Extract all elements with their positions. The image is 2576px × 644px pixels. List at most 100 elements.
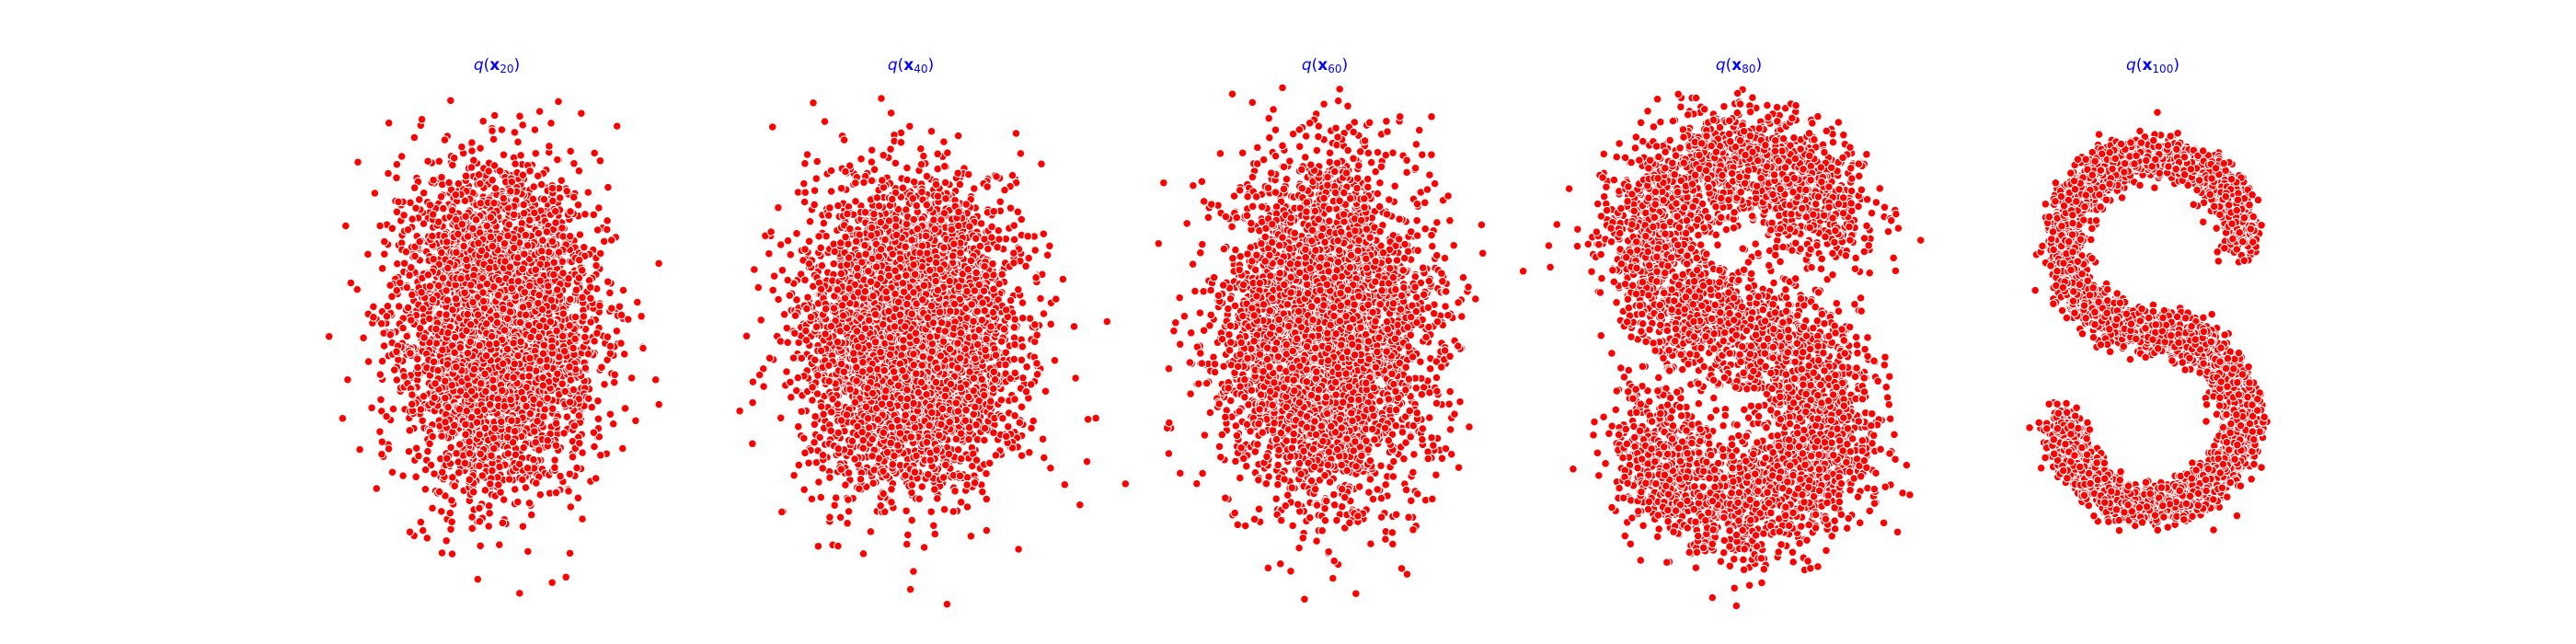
scatter-point — [554, 352, 564, 362]
scatter-point — [548, 270, 558, 280]
scatter-point — [500, 401, 510, 411]
scatter-point — [547, 404, 558, 414]
scatter-point — [565, 548, 575, 558]
scatter-point — [405, 527, 415, 537]
scatter-point — [533, 171, 543, 181]
scatter-point — [463, 232, 473, 241]
scatter-point — [417, 287, 426, 297]
scatter-point — [369, 312, 378, 322]
scatter-point — [504, 220, 514, 229]
scatter-point — [538, 349, 548, 359]
scatter-point — [441, 417, 450, 427]
scatter-point — [496, 417, 506, 427]
scatter-point — [581, 210, 590, 219]
scatter-point — [450, 481, 460, 491]
scatter-point — [392, 375, 402, 385]
scatter-point — [612, 326, 622, 336]
scatter-point — [377, 356, 387, 366]
scatter-point — [436, 507, 446, 516]
scatter-point — [423, 446, 432, 456]
scatter-point — [438, 273, 448, 283]
scatter-point — [379, 249, 389, 259]
scatter-point — [478, 296, 489, 306]
scatter-point — [489, 198, 499, 208]
scatter-point — [583, 188, 593, 197]
scatter-point — [394, 302, 404, 311]
scatter-point — [619, 350, 629, 359]
scatter-point — [558, 269, 568, 278]
scatter-point — [550, 455, 559, 465]
scatter-point — [415, 323, 425, 333]
scatter-point — [940, 178, 950, 188]
scatter-point — [441, 393, 450, 403]
scatter-point — [576, 109, 586, 119]
scatter-point — [444, 178, 454, 188]
scatter-point — [1022, 362, 1031, 372]
scatter-point — [617, 443, 627, 454]
scatter-point — [468, 487, 478, 497]
scatter-point — [420, 333, 429, 342]
scatter-point — [446, 443, 455, 453]
scatter-point — [446, 524, 455, 535]
scatter-point — [608, 419, 618, 429]
scatter-point — [506, 395, 515, 405]
scatter-point — [599, 236, 609, 247]
scatter-point — [437, 548, 447, 558]
scatter-point — [593, 396, 603, 406]
scatter-point — [1017, 451, 1027, 461]
scatter-point — [549, 258, 559, 268]
scatter-point — [546, 295, 557, 305]
scatter-point — [602, 224, 612, 235]
scatter-point — [412, 354, 422, 364]
scatter-point — [490, 423, 500, 433]
scatter-point — [406, 349, 415, 358]
scatter-point — [558, 379, 568, 389]
scatter-point — [465, 449, 475, 458]
scatter-point — [408, 390, 417, 399]
scatter-point — [502, 344, 512, 354]
scatter-point — [388, 404, 398, 414]
scatter-point — [488, 241, 498, 251]
scatter-point — [494, 540, 504, 549]
scatter-point — [495, 462, 504, 472]
scatter-point — [408, 290, 417, 300]
scatter-point — [423, 156, 432, 167]
scatter-point — [811, 411, 821, 421]
scatter-point — [609, 377, 619, 387]
scatter-point — [569, 192, 579, 202]
scatter-point — [409, 132, 420, 143]
scatter-point — [551, 218, 560, 227]
scatter-point — [590, 442, 599, 452]
scatter-point — [1039, 309, 1049, 318]
scatter-point — [509, 339, 518, 348]
scatter-point — [528, 194, 538, 204]
scatter-point — [484, 522, 494, 531]
scatter-point — [522, 401, 531, 411]
scatter-point — [406, 316, 416, 325]
scatter-point — [539, 412, 548, 421]
scatter-point — [544, 247, 554, 257]
scatter-point — [489, 161, 500, 170]
scatter-point — [425, 282, 435, 291]
scatter-point — [843, 518, 852, 528]
scatter-point — [488, 175, 498, 185]
scatter-point — [387, 467, 397, 477]
scatter-point — [569, 421, 580, 431]
title-var: x — [489, 56, 500, 75]
scatter-point — [515, 317, 525, 328]
scatter-point — [590, 148, 600, 158]
scatter-point — [521, 310, 531, 320]
scatter-point — [1006, 203, 1016, 213]
scatter-point — [419, 391, 429, 401]
scatter-point — [434, 487, 444, 497]
scatter-point — [591, 474, 601, 483]
scatter-point — [447, 549, 457, 558]
scatter-point — [519, 394, 529, 404]
scatter-point — [399, 372, 409, 381]
scatter-point — [510, 426, 520, 436]
scatter-point — [461, 420, 470, 430]
scatter-point — [523, 320, 534, 330]
scatter-point — [554, 247, 564, 257]
scatter-point — [519, 200, 529, 210]
scatter-point — [449, 153, 459, 163]
